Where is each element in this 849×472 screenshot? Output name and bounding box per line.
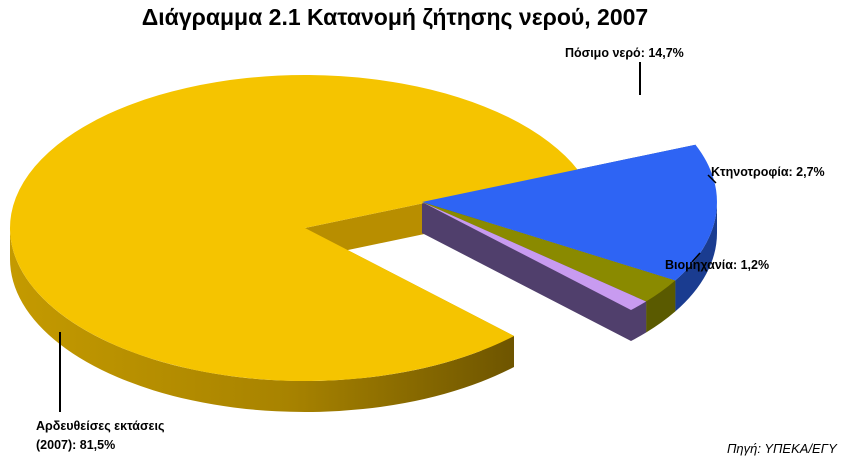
source-note: Πηγή: ΥΠΕΚΑ/ΕΓΥ <box>727 441 837 456</box>
slice-industry <box>422 202 647 310</box>
slice-label-irrigation: Αρδευθείσες εκτάσεις (2007): 81,5% <box>36 419 165 452</box>
slice-irrigation <box>9 75 579 382</box>
slice-rim-industry <box>631 301 647 341</box>
slice-label-drinking-water: Πόσιμο νερό: 14,7% <box>565 46 684 60</box>
slice-rim-irrigation <box>9 228 514 413</box>
slice-side-industry <box>422 202 631 341</box>
slice-label-industry: Βιομηχανία: 1,2% <box>665 258 770 272</box>
leader-line-livestock <box>707 174 717 184</box>
chart-title: Διάγραμμα 2.1 Κατανομή ζήτησης νερού, 20… <box>141 4 649 30</box>
slice-rim-drinking-water <box>675 202 717 312</box>
slice-label-livestock: Κτηνοτροφία: 2,7% <box>711 165 825 179</box>
slice-livestock <box>422 202 676 302</box>
leader-line-industry <box>691 252 701 263</box>
slice-rim-livestock <box>646 280 676 333</box>
slice-drinking-water <box>422 144 717 281</box>
